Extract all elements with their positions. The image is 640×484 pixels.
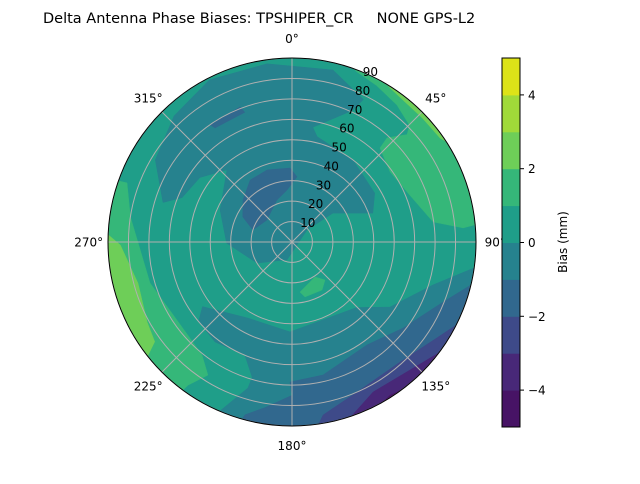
- radial-tick-label: 40: [324, 159, 339, 173]
- colorbar-tick-label: 4: [528, 88, 536, 102]
- colorbar-band: [502, 205, 520, 243]
- grid-spoke: [161, 241, 293, 373]
- colorbar-band: [502, 131, 520, 170]
- radial-tick-label: 80: [355, 84, 370, 98]
- radial-tick-label: 90: [363, 65, 378, 79]
- angular-tick-labels: 0° 45° 90° 135° 180° 225° 270° 315°: [74, 32, 506, 453]
- polar-frame: [107, 57, 477, 427]
- radial-tick-labels: 10 20 30 40 50 60 70 80 90: [300, 65, 378, 230]
- radial-tick-label: 30: [316, 178, 331, 192]
- contour-region: [108, 224, 155, 369]
- grid-spoke: [291, 111, 423, 243]
- grid-spoke: [291, 241, 423, 373]
- contour-region: [155, 63, 375, 264]
- angle-tick-label: 180°: [278, 439, 307, 453]
- radial-tick-label: 70: [347, 103, 362, 117]
- colorbar: −4 −2 0 2 4: [501, 57, 546, 428]
- colorbar-tick-label: 2: [528, 162, 536, 176]
- grid-spoke: [161, 111, 293, 243]
- angle-tick-label: 225°: [134, 379, 163, 393]
- radial-tick-label: 10: [300, 216, 315, 230]
- angle-tick-label: 135°: [421, 379, 450, 393]
- colorbar-tick-label: −4: [528, 384, 546, 398]
- angle-tick-label: 270°: [74, 236, 103, 250]
- radial-tick-label: 20: [308, 197, 323, 211]
- angle-tick-label: 315°: [134, 92, 163, 106]
- colorbar-tick-label: 0: [528, 236, 536, 250]
- radial-tick-label: 50: [331, 141, 346, 155]
- colorbar-band: [502, 94, 520, 133]
- radial-tick-label: 60: [339, 122, 354, 136]
- chart-title: Delta Antenna Phase Biases: TPSHIPER_CR …: [43, 11, 475, 27]
- colorbar-band: [502, 353, 520, 391]
- contour-region: [242, 167, 298, 231]
- colorbar-band: [502, 58, 520, 96]
- contour-region: [299, 276, 326, 298]
- colorbar-tick-label: −2: [528, 310, 546, 324]
- colorbar-band: [502, 168, 520, 207]
- colorbar-band: [502, 390, 520, 428]
- colorbar-label: Bias (mm): [556, 211, 570, 273]
- angle-tick-label: 90°: [485, 236, 506, 250]
- colorbar-band: [502, 279, 520, 317]
- angle-tick-label: 45°: [425, 92, 446, 106]
- colorbar-band: [502, 316, 520, 354]
- angle-tick-label: 0°: [285, 32, 299, 46]
- colorbar-band: [502, 242, 520, 280]
- polar-grid: [108, 58, 476, 426]
